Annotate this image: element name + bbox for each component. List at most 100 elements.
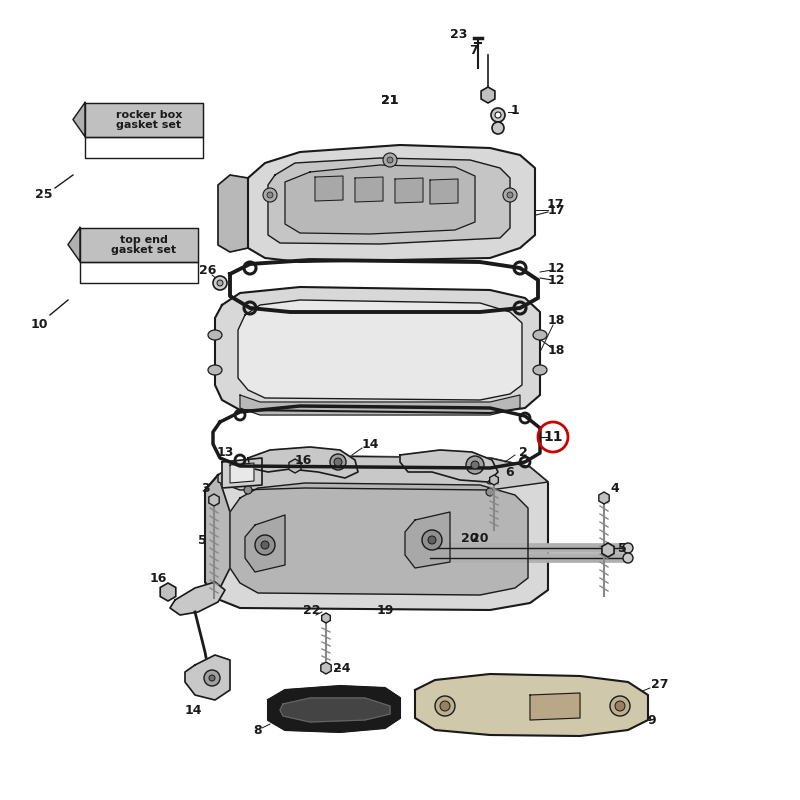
Polygon shape [185, 655, 230, 700]
Text: 10: 10 [30, 318, 48, 331]
Polygon shape [238, 300, 522, 400]
Circle shape [217, 280, 223, 286]
Polygon shape [218, 456, 548, 490]
Polygon shape [248, 447, 358, 478]
Polygon shape [415, 674, 648, 736]
Polygon shape [245, 515, 285, 572]
Text: 14: 14 [362, 438, 378, 451]
Polygon shape [170, 582, 225, 615]
Polygon shape [222, 458, 262, 488]
Polygon shape [405, 512, 450, 568]
Circle shape [267, 192, 273, 198]
Polygon shape [355, 177, 383, 202]
Polygon shape [73, 102, 85, 137]
Polygon shape [68, 227, 80, 262]
Circle shape [244, 486, 252, 494]
Text: top end: top end [120, 234, 168, 245]
Text: 1: 1 [510, 103, 519, 117]
Ellipse shape [533, 330, 547, 340]
Circle shape [466, 456, 484, 474]
Polygon shape [430, 179, 458, 204]
Text: 23: 23 [450, 29, 468, 42]
Circle shape [255, 535, 275, 555]
Text: 24: 24 [334, 662, 350, 674]
Polygon shape [268, 158, 510, 244]
Circle shape [428, 536, 436, 544]
Text: 20: 20 [471, 531, 489, 545]
Circle shape [486, 488, 494, 496]
Circle shape [507, 192, 513, 198]
Ellipse shape [208, 365, 222, 375]
Polygon shape [205, 456, 548, 610]
Text: 25: 25 [35, 189, 53, 202]
Text: 5: 5 [618, 542, 626, 554]
Text: 17: 17 [547, 203, 565, 217]
Polygon shape [240, 395, 520, 415]
Text: 27: 27 [651, 678, 669, 691]
Text: 16: 16 [294, 454, 312, 466]
Text: 22: 22 [303, 603, 321, 617]
Text: 19: 19 [376, 603, 394, 617]
Polygon shape [395, 178, 423, 203]
Text: 20: 20 [462, 531, 478, 545]
Circle shape [209, 675, 215, 681]
Circle shape [204, 670, 220, 686]
Circle shape [623, 553, 633, 563]
Text: 18: 18 [547, 314, 565, 326]
Polygon shape [80, 262, 198, 282]
Polygon shape [215, 287, 540, 413]
Circle shape [244, 474, 252, 482]
Polygon shape [400, 450, 498, 482]
Circle shape [486, 476, 494, 484]
Circle shape [491, 108, 505, 122]
Polygon shape [230, 463, 254, 483]
Circle shape [383, 153, 397, 167]
Polygon shape [248, 145, 535, 262]
Circle shape [435, 696, 455, 716]
Text: 18: 18 [547, 343, 565, 357]
Circle shape [263, 188, 277, 202]
Polygon shape [268, 686, 400, 732]
Polygon shape [230, 483, 528, 595]
Text: gasket set: gasket set [117, 119, 182, 130]
Text: 4: 4 [610, 482, 619, 494]
Circle shape [334, 458, 342, 466]
Text: 9: 9 [648, 714, 656, 726]
Ellipse shape [208, 330, 222, 340]
Text: 11: 11 [543, 430, 562, 444]
Circle shape [213, 276, 227, 290]
Circle shape [492, 122, 504, 134]
Text: 12: 12 [547, 274, 565, 286]
Text: 21: 21 [382, 94, 398, 106]
Text: 17: 17 [546, 198, 564, 211]
Text: gasket set: gasket set [111, 245, 177, 254]
Circle shape [387, 157, 393, 163]
Text: 8: 8 [254, 723, 262, 737]
Polygon shape [85, 102, 203, 137]
Text: 12: 12 [547, 262, 565, 274]
Polygon shape [85, 137, 203, 158]
Circle shape [615, 701, 625, 711]
Ellipse shape [533, 365, 547, 375]
Text: 5: 5 [198, 534, 206, 546]
Text: 13: 13 [216, 446, 234, 458]
Circle shape [261, 541, 269, 549]
Polygon shape [285, 165, 475, 234]
Circle shape [440, 701, 450, 711]
Circle shape [610, 696, 630, 716]
Circle shape [623, 543, 633, 553]
Text: 3: 3 [201, 482, 210, 494]
Polygon shape [205, 475, 230, 598]
Polygon shape [530, 693, 580, 720]
Circle shape [495, 112, 501, 118]
Polygon shape [280, 698, 390, 722]
Text: rocker box: rocker box [116, 110, 182, 119]
Polygon shape [315, 176, 343, 201]
Text: 26: 26 [199, 263, 217, 277]
Circle shape [503, 188, 517, 202]
Text: 7: 7 [470, 43, 478, 57]
Polygon shape [218, 175, 248, 252]
Text: 21: 21 [382, 94, 398, 106]
Text: 14: 14 [184, 703, 202, 717]
Text: 2: 2 [518, 446, 527, 458]
